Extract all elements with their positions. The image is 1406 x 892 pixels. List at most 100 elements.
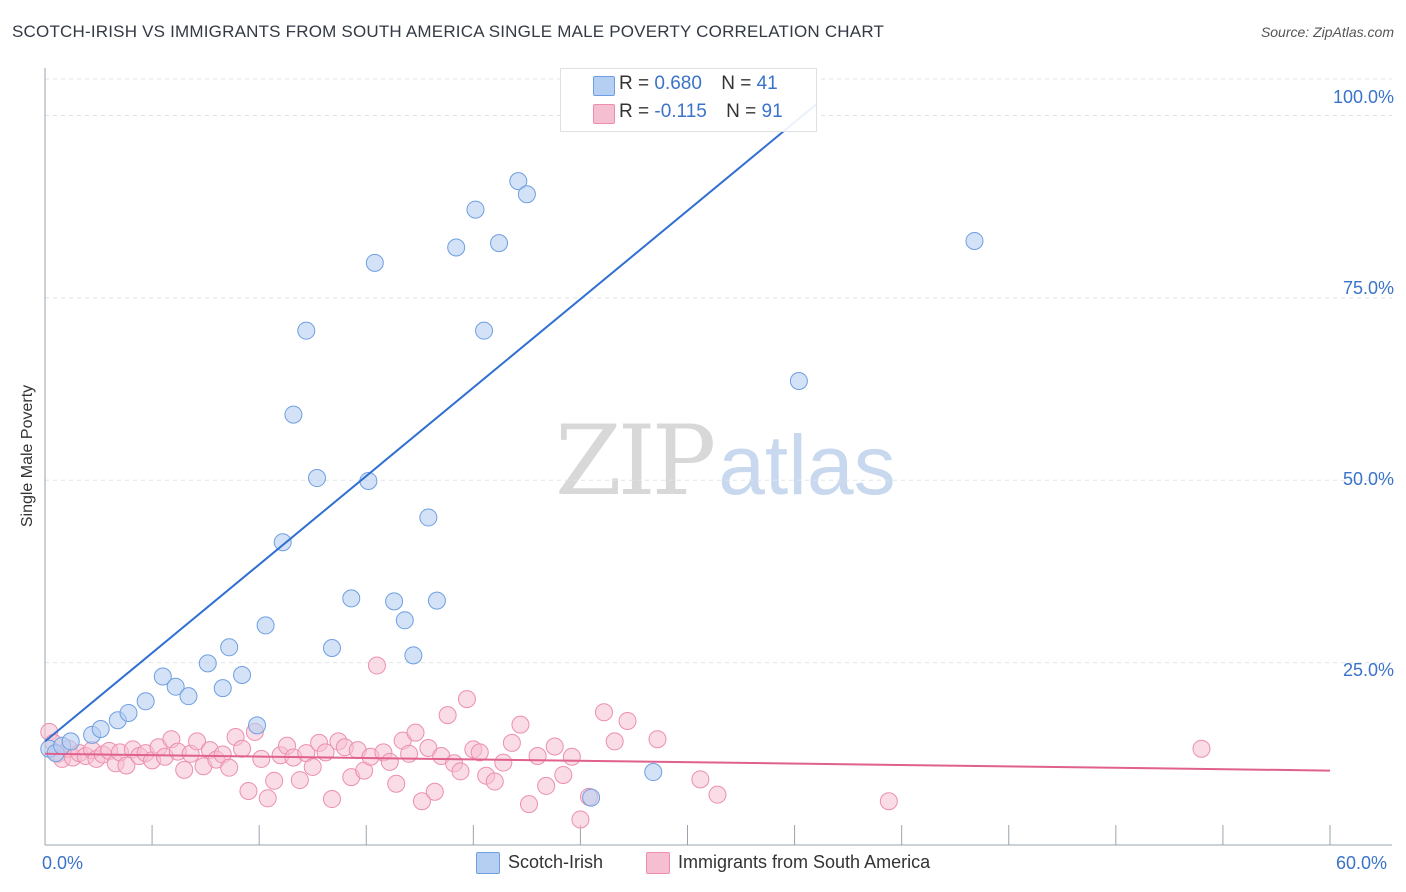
data-point-scotch-irish bbox=[136, 692, 155, 711]
bottom-legend-south-america: Immigrants from South America bbox=[646, 852, 931, 876]
data-point-south-america bbox=[594, 703, 613, 722]
data-point-scotch-irish bbox=[297, 321, 316, 340]
data-point-south-america bbox=[708, 785, 727, 804]
data-point-scotch-irish bbox=[284, 405, 303, 424]
data-point-south-america bbox=[879, 792, 898, 811]
data-point-south-america bbox=[380, 752, 399, 771]
data-point-scotch-irish bbox=[273, 533, 292, 552]
data-point-scotch-irish bbox=[475, 321, 494, 340]
data-point-south-america bbox=[528, 746, 547, 765]
y-tick-label: 100.0% bbox=[1332, 87, 1394, 107]
data-point-scotch-irish bbox=[91, 720, 110, 739]
data-point-scotch-irish bbox=[404, 646, 423, 665]
legend-row-south-america: R = -0.115 N = 91 bbox=[593, 101, 783, 127]
legend-n-value: 91 bbox=[761, 101, 783, 122]
legend-r-label: R = bbox=[619, 101, 655, 122]
legend-n-label: N = bbox=[726, 101, 762, 122]
data-point-south-america bbox=[1192, 739, 1211, 758]
bottom-legend-label: Scotch-Irish bbox=[508, 852, 604, 872]
blue-series-points bbox=[40, 172, 984, 807]
data-point-south-america bbox=[451, 762, 470, 781]
data-point-scotch-irish bbox=[166, 677, 185, 696]
data-point-scotch-irish bbox=[213, 679, 232, 698]
data-point-scotch-irish bbox=[365, 253, 384, 272]
legend-swatch-pink bbox=[593, 104, 615, 124]
data-point-scotch-irish bbox=[419, 508, 438, 527]
y-tick-label: 75.0% bbox=[1342, 278, 1394, 298]
data-point-scotch-irish bbox=[220, 638, 239, 657]
data-point-south-america bbox=[239, 782, 258, 801]
data-point-scotch-irish bbox=[509, 172, 528, 191]
data-point-scotch-irish bbox=[119, 703, 138, 722]
data-point-scotch-irish bbox=[248, 716, 267, 735]
data-point-south-america bbox=[691, 770, 710, 789]
pink-series-points bbox=[40, 656, 1211, 829]
data-point-scotch-irish bbox=[385, 592, 404, 611]
data-point-scotch-irish bbox=[517, 185, 536, 204]
data-point-scotch-irish bbox=[789, 372, 808, 391]
legend-n-label: N = bbox=[721, 73, 757, 94]
data-point-south-america bbox=[537, 776, 556, 795]
data-point-scotch-irish bbox=[427, 591, 446, 610]
watermark-zip: ZIP bbox=[555, 405, 716, 517]
data-point-scotch-irish bbox=[307, 469, 326, 488]
data-point-south-america bbox=[485, 772, 504, 791]
data-point-south-america bbox=[322, 790, 341, 809]
legend-n-value: 41 bbox=[756, 73, 778, 94]
bottom-legend-label: Immigrants from South America bbox=[678, 852, 931, 872]
data-point-south-america bbox=[258, 789, 277, 808]
data-point-scotch-irish bbox=[395, 611, 414, 630]
data-point-south-america bbox=[605, 732, 624, 751]
y-tick-label: 25.0% bbox=[1342, 660, 1394, 680]
data-point-scotch-irish bbox=[582, 788, 601, 807]
data-point-south-america bbox=[511, 715, 530, 734]
data-point-south-america bbox=[438, 706, 457, 725]
trend-line-south-america bbox=[44, 752, 1331, 772]
data-point-south-america bbox=[562, 747, 581, 766]
data-point-south-america bbox=[470, 743, 489, 762]
data-point-south-america bbox=[175, 760, 194, 779]
legend-r-label: R = bbox=[619, 73, 655, 94]
watermark-atlas: atlas bbox=[718, 418, 896, 512]
data-point-south-america bbox=[425, 782, 444, 801]
legend-r-value: 0.680 bbox=[654, 73, 702, 94]
legend-swatch-blue bbox=[593, 76, 615, 96]
bottom-legend-swatch-blue bbox=[476, 852, 500, 874]
data-point-south-america bbox=[188, 732, 207, 751]
data-point-south-america bbox=[233, 739, 252, 758]
data-point-scotch-irish bbox=[965, 231, 984, 250]
data-point-south-america bbox=[571, 810, 590, 829]
data-point-south-america bbox=[554, 765, 573, 784]
legend-row-scotch-irish: R = 0.680 N = 41 bbox=[593, 73, 778, 99]
data-point-south-america bbox=[618, 711, 637, 730]
data-point-scotch-irish bbox=[179, 687, 198, 706]
trend-lines bbox=[44, 103, 1331, 772]
data-point-scotch-irish bbox=[256, 616, 275, 635]
data-point-scotch-irish bbox=[61, 732, 80, 751]
y-tick-label: 50.0% bbox=[1342, 469, 1394, 489]
data-point-south-america bbox=[545, 737, 564, 756]
data-point-south-america bbox=[303, 757, 322, 776]
y-axis-label: Single Male Poverty bbox=[19, 384, 36, 528]
data-point-scotch-irish bbox=[466, 200, 485, 219]
data-point-south-america bbox=[290, 771, 309, 790]
data-point-south-america bbox=[419, 738, 438, 757]
data-point-south-america bbox=[367, 656, 386, 675]
data-point-scotch-irish bbox=[644, 763, 663, 782]
data-point-south-america bbox=[387, 774, 406, 793]
correlation-legend: R = 0.680 N = 41 R = -0.115 N = 91 bbox=[560, 68, 817, 132]
data-point-scotch-irish bbox=[447, 238, 466, 257]
data-point-south-america bbox=[400, 744, 419, 763]
data-point-scotch-irish bbox=[233, 666, 252, 685]
x-tick-label-min: 0.0% bbox=[42, 853, 84, 873]
data-point-scotch-irish bbox=[342, 589, 361, 608]
x-tick-label-max: 60.0% bbox=[1336, 853, 1388, 873]
data-point-scotch-irish bbox=[198, 654, 217, 673]
data-point-south-america bbox=[406, 723, 425, 742]
data-point-south-america bbox=[502, 733, 521, 752]
source-label: Source: ZipAtlas.com bbox=[1260, 24, 1394, 40]
data-point-south-america bbox=[648, 730, 667, 749]
data-point-south-america bbox=[494, 753, 513, 772]
data-point-scotch-irish bbox=[153, 667, 172, 686]
